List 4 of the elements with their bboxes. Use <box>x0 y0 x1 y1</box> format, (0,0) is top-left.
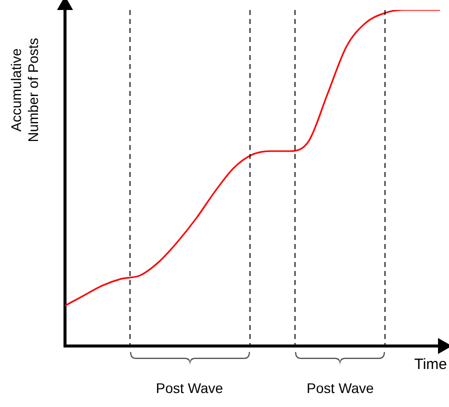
x-axis-title: Time <box>414 356 447 373</box>
y-axis-title: Accumulative Number of Posts <box>8 38 42 142</box>
text: Post Wave <box>156 380 224 396</box>
text: Post Wave <box>306 380 374 396</box>
